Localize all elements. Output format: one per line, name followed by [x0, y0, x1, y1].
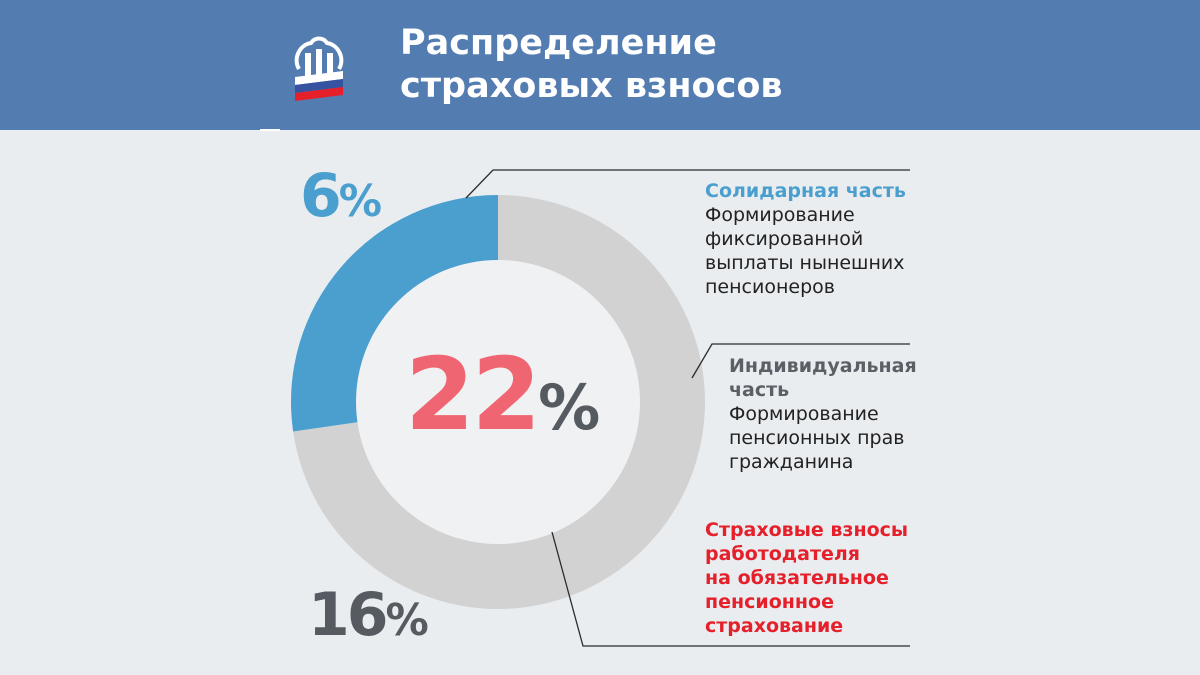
percent-sign: %: [538, 371, 601, 444]
legend-contributions-line: работодателя: [705, 543, 860, 565]
legend-contributions-line: пенсионное: [705, 591, 834, 613]
header-bar: Распределение страховых взносов: [0, 0, 1200, 130]
legend-contributions-line: страхование: [705, 615, 844, 637]
legend-contributions-line: Страховые взносы: [705, 519, 909, 541]
legend-solidarity-line: выплаты нынешних: [705, 252, 905, 274]
legend-individual-title: Индивидуальная: [729, 355, 917, 377]
legend-solidarity-line: пенсионеров: [705, 276, 835, 298]
percent-sign: %: [385, 596, 429, 646]
header-divider: [260, 129, 280, 131]
pension-fund-logo-icon: [294, 36, 344, 101]
slice-label-16: 16%: [308, 585, 429, 645]
center-circle: [356, 260, 640, 544]
legend-individual: Индивидуальная часть Формирование пенсио…: [729, 354, 929, 474]
legend-solidarity-title: Солидарная часть: [705, 180, 906, 202]
page-title: Распределение страховых взносов: [400, 22, 783, 108]
slice-value-6: 6%: [300, 161, 383, 231]
total-value: 22%: [405, 336, 601, 453]
legend-individual-line: Формирование: [729, 403, 879, 425]
leader-line-contributions: [551, 531, 910, 647]
legend-contributions: Страховые взносы работодателя на обязате…: [705, 518, 945, 638]
leader-line-individual: [691, 343, 910, 379]
leader-line-solidarity: [465, 169, 910, 199]
slice-label-6: 6%: [300, 166, 382, 226]
legend-solidarity: Солидарная часть Формирование фиксирован…: [705, 179, 925, 299]
legend-contributions-line: на обязательное: [705, 567, 889, 589]
legend-solidarity-line: Формирование: [705, 204, 855, 226]
slice-value-16: 16%: [308, 580, 429, 650]
legend-individual-title: часть: [729, 379, 790, 401]
total-label: 22%: [405, 345, 600, 445]
title-line-1: Распределение: [400, 23, 717, 63]
percent-sign: %: [338, 177, 383, 227]
title-line-2: страховых взносов: [400, 66, 783, 106]
legend-individual-line: пенсионных прав: [729, 427, 905, 449]
legend-individual-line: гражданина: [729, 451, 854, 473]
legend-solidarity-line: фиксированной: [705, 228, 864, 250]
